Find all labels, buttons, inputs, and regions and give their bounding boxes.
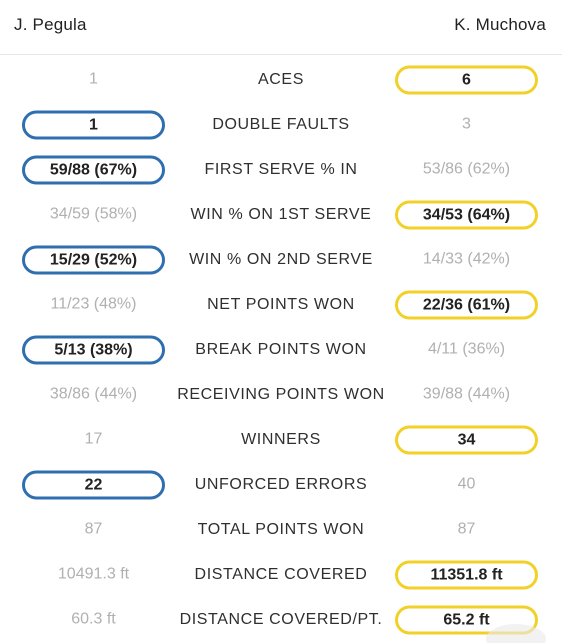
stat-right-cell: 3	[395, 110, 538, 139]
stat-left-cell: 87	[22, 515, 165, 544]
player1-stat-value: 38/86 (44%)	[49, 385, 138, 402]
stat-right-cell: 87	[395, 515, 538, 544]
stat-row: 59/88 (67%) FIRST SERVE % IN 53/86 (62%)	[0, 147, 562, 192]
player2-stat-value: 22/36 (61%)	[395, 290, 538, 319]
player2-stat-value: 87	[457, 520, 476, 537]
stat-right-cell: 22/36 (61%)	[395, 290, 538, 319]
stat-right-cell: 34	[395, 425, 538, 454]
stat-right-cell: 65.2 ft	[395, 605, 538, 634]
player1-stat-value: 59/88 (67%)	[22, 155, 165, 184]
player1-stat-value: 17	[84, 430, 103, 447]
stat-left-cell: 60.3 ft	[22, 605, 165, 634]
stat-label: DISTANCE COVERED	[194, 565, 368, 583]
stat-right-cell: 39/88 (44%)	[395, 380, 538, 409]
stat-left-cell: 5/13 (38%)	[22, 335, 165, 364]
stat-left-cell: 38/86 (44%)	[22, 380, 165, 409]
stat-row: 22 UNFORCED ERRORS 40	[0, 462, 562, 507]
stat-right-cell: 11351.8 ft	[395, 560, 538, 589]
scroll-fade-indicator	[486, 624, 546, 643]
stat-left-cell: 1	[22, 110, 165, 139]
stat-right-cell: 34/53 (64%)	[395, 200, 538, 229]
player2-stat-value: 14/33 (42%)	[422, 250, 511, 267]
stat-left-cell: 59/88 (67%)	[22, 155, 165, 184]
stat-label: ACES	[258, 70, 304, 88]
stat-row: 17 WINNERS 34	[0, 417, 562, 462]
stat-left-cell: 1	[22, 65, 165, 94]
stat-left-cell: 10491.3 ft	[22, 560, 165, 589]
stat-row: 38/86 (44%) RECEIVING POINTS WON 39/88 (44…	[0, 372, 562, 417]
stat-label: WIN % ON 1ST SERVE	[190, 205, 372, 223]
player1-stat-value: 87	[84, 520, 103, 537]
stat-left-cell: 11/23 (48%)	[22, 290, 165, 319]
player1-stat-value: 15/29 (52%)	[22, 245, 165, 274]
stat-row: 1 ACES 6	[0, 57, 562, 102]
player2-name: K. Muchova	[454, 15, 546, 34]
player2-stat-value: 6	[395, 65, 538, 94]
player2-stat-value: 34	[395, 425, 538, 454]
stat-row: 34/59 (58%) WIN % ON 1ST SERVE 34/53 (64%)	[0, 192, 562, 237]
stat-left-cell: 17	[22, 425, 165, 454]
player2-stat-value: 65.2 ft	[395, 605, 538, 634]
stat-right-cell: 14/33 (42%)	[395, 245, 538, 274]
stat-label: TOTAL POINTS WON	[197, 520, 365, 538]
player1-stat-value: 10491.3 ft	[57, 565, 130, 582]
stat-row: 60.3 ft DISTANCE COVERED/PT. 65.2 ft	[0, 597, 562, 642]
players-header: J. Pegula K. Muchova	[0, 0, 562, 55]
player2-stat-value: 39/88 (44%)	[422, 385, 511, 402]
player1-stat-value: 11/23 (48%)	[50, 295, 137, 312]
player2-stat-value: 11351.8 ft	[395, 560, 538, 589]
player1-name: J. Pegula	[14, 15, 87, 34]
stat-label: DOUBLE FAULTS	[212, 115, 350, 133]
stat-right-cell: 40	[395, 470, 538, 499]
stat-right-cell: 4/11 (36%)	[395, 335, 538, 364]
player1-stat-value: 60.3 ft	[71, 610, 116, 627]
stat-left-cell: 15/29 (52%)	[22, 245, 165, 274]
player1-stat-value: 22	[22, 470, 165, 499]
stat-label: RECEIVING POINTS WON	[177, 385, 385, 403]
stat-label: UNFORCED ERRORS	[194, 475, 368, 493]
stat-row: 5/13 (38%) BREAK POINTS WON 4/11 (36%)	[0, 327, 562, 372]
stat-label: DISTANCE COVERED/PT.	[179, 610, 383, 628]
player1-stat-value: 34/59 (58%)	[49, 205, 138, 222]
player2-stat-value: 4/11 (36%)	[427, 340, 506, 357]
stat-label: BREAK POINTS WON	[195, 340, 367, 358]
stat-left-cell: 22	[22, 470, 165, 499]
player1-stat-value: 1	[89, 70, 98, 87]
player2-stat-value: 53/86 (62%)	[422, 160, 511, 177]
stat-left-cell: 34/59 (58%)	[22, 200, 165, 229]
player1-stat-value: 5/13 (38%)	[22, 335, 165, 364]
stat-row: 10491.3 ft DISTANCE COVERED 11351.8 ft	[0, 552, 562, 597]
player2-stat-value: 3	[462, 115, 471, 132]
stat-label: WIN % ON 2ND SERVE	[189, 250, 373, 268]
player2-stat-value: 40	[457, 475, 476, 492]
player1-stat-value: 1	[22, 110, 165, 139]
player2-stat-value: 34/53 (64%)	[395, 200, 538, 229]
stat-row: 11/23 (48%) NET POINTS WON 22/36 (61%)	[0, 282, 562, 327]
stat-right-cell: 53/86 (62%)	[395, 155, 538, 184]
stat-row: 15/29 (52%) WIN % ON 2ND SERVE 14/33 (42%)	[0, 237, 562, 282]
stats-table: 1 ACES 6 1 DOUBLE FAULTS 3 59/88 (67%) FIRST SE…	[0, 57, 562, 642]
stat-row: 1 DOUBLE FAULTS 3	[0, 102, 562, 147]
stat-label: NET POINTS WON	[207, 295, 355, 313]
stat-label: FIRST SERVE % IN	[204, 160, 358, 178]
stat-row: 87 TOTAL POINTS WON 87	[0, 507, 562, 552]
stat-label: WINNERS	[241, 430, 321, 448]
stat-right-cell: 6	[395, 65, 538, 94]
